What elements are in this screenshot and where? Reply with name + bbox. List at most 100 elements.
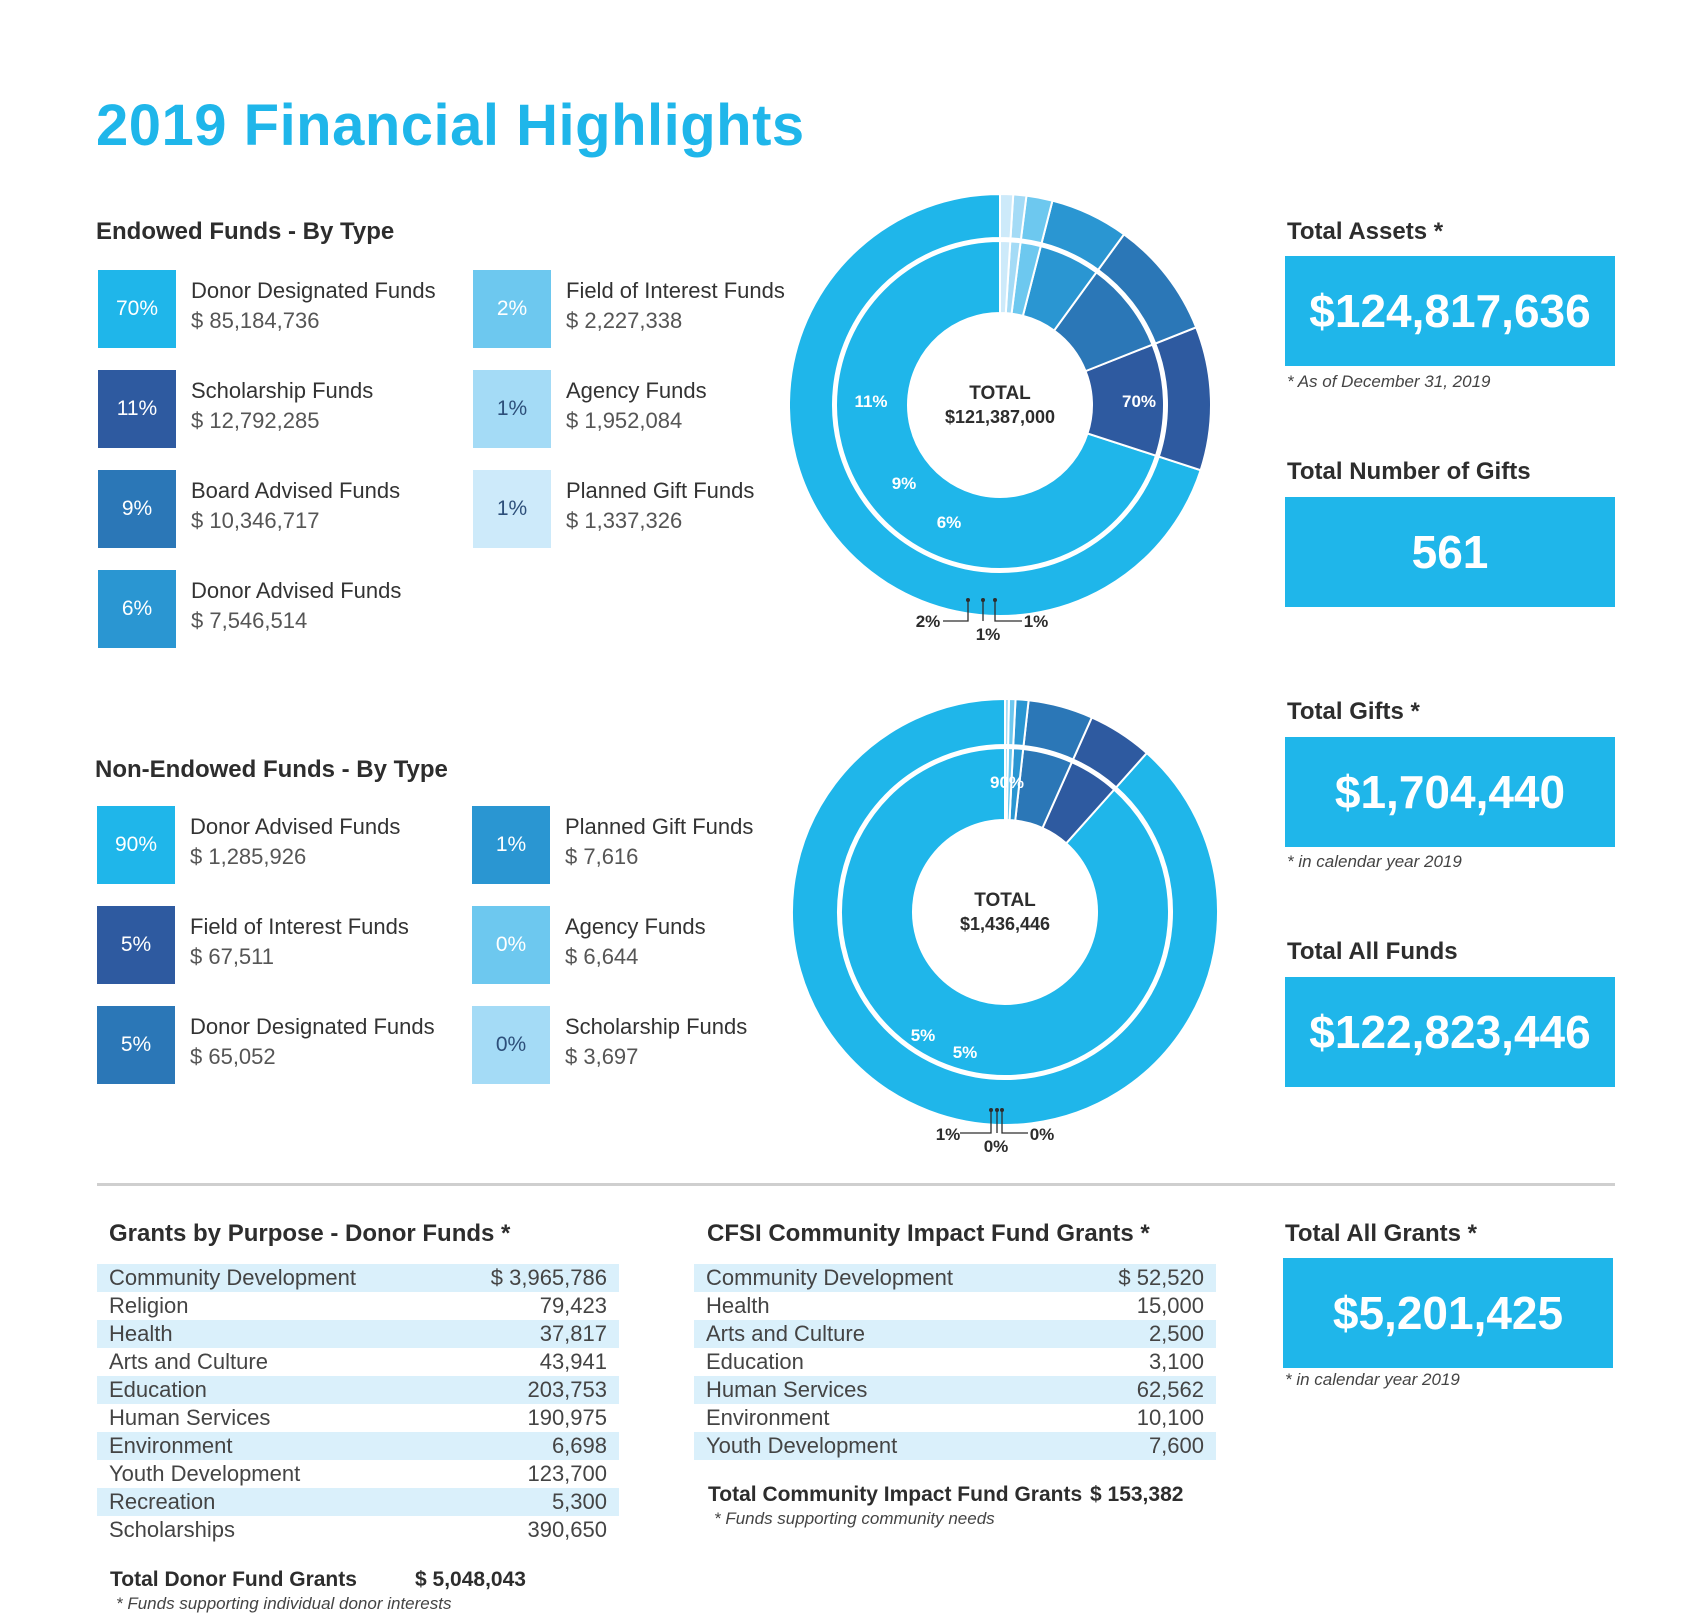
donut-slice-label: 70% — [1122, 392, 1156, 411]
grant-purpose: Environment — [706, 1405, 830, 1430]
endowed-legend-item: 1% Planned Gift Funds $ 1,337,326 — [473, 470, 853, 548]
donut-outer-segment — [791, 700, 1219, 1126]
grant-amount: 15,000 — [1136, 1293, 1204, 1318]
endowed-funds-donut-chart: TOTAL $121,387,000 70% 11% 9% 6% 2% 1% 1% — [790, 195, 1212, 644]
legend-fund-name: Donor Designated Funds — [191, 278, 436, 303]
legend-swatch: 9% — [98, 470, 176, 548]
donut-callout-dot — [1000, 1108, 1004, 1112]
donut-inner-segment — [840, 746, 1170, 1077]
table-row: Health 15,000 — [694, 1292, 1216, 1320]
donut-slice-label: 90% — [990, 773, 1024, 792]
grant-amount: $ 3,965,786 — [440, 1264, 619, 1292]
table-row: Arts and Culture 2,500 — [694, 1320, 1216, 1348]
donut-outer-segment — [999, 195, 1015, 240]
grant-purpose: Education — [97, 1376, 441, 1404]
legend-fund-name: Donor Designated Funds — [190, 1014, 435, 1039]
table-row: Recreation 5,300 — [97, 1488, 619, 1516]
table-row: Arts and Culture 43,941 — [97, 1348, 619, 1376]
donut-outer-segment — [790, 195, 1202, 617]
section-divider — [97, 1183, 1615, 1186]
table-row: Community Development $ 3,965,786 — [97, 1264, 619, 1292]
donut-outer-segment — [1004, 700, 1010, 747]
grant-purpose: Arts and Culture — [109, 1349, 268, 1374]
non-endowed-heading: Non-Endowed Funds - By Type — [95, 756, 448, 783]
legend-fund-amount: $ 1,285,926 — [190, 844, 307, 869]
legend-fund-name: Donor Advised Funds — [191, 578, 402, 603]
endowed-legend-item: 70% Donor Designated Funds $ 85,184,736 — [98, 270, 478, 348]
donut-callout-line — [943, 600, 969, 622]
endowed-heading: Endowed Funds - By Type — [96, 218, 395, 245]
donut-slice-label: 0% — [1030, 1125, 1055, 1144]
table-row: Youth Development 7,600 — [694, 1432, 1216, 1460]
donut-center-value: $121,387,000 — [945, 407, 1055, 427]
donut-outer-segment — [1019, 195, 1054, 245]
grant-amount: 203,753 — [440, 1376, 619, 1404]
donor-footnote: * Funds supporting individual donor inte… — [116, 1594, 452, 1613]
legend-swatch: 0% — [472, 906, 550, 984]
legend-fund-name: Planned Gift Funds — [565, 814, 754, 839]
legend-fund-name: Field of Interest Funds — [566, 278, 785, 303]
table-row: Community Development $ 52,520 — [694, 1264, 1216, 1292]
non-endowed-legend-item: 0% Agency Funds $ 6,644 — [472, 906, 852, 984]
donor-total-value: $ 5,048,043 — [415, 1568, 526, 1591]
grant-amount: 2,500 — [1065, 1320, 1216, 1348]
total-assets-value: $124,817,636 — [1285, 256, 1615, 366]
non-endowed-legend-item: 5% Donor Designated Funds $ 65,052 — [97, 1006, 477, 1084]
donut-inner-segment — [835, 239, 1158, 570]
legend-fund-name: Scholarship Funds — [565, 1014, 748, 1039]
grant-purpose: Human Services — [109, 1405, 271, 1430]
legend-swatch: 70% — [98, 270, 176, 348]
non-endowed-legend-item: 90% Donor Advised Funds $ 1,285,926 — [97, 806, 477, 884]
total-all-grants-value: $5,201,425 — [1283, 1258, 1613, 1368]
donut-slice-label: 1% — [1024, 612, 1049, 631]
grant-amount: 10,100 — [1136, 1405, 1204, 1430]
grant-amount: 5,300 — [440, 1488, 619, 1516]
grant-purpose: Religion — [109, 1293, 189, 1318]
table-row: Environment 6,698 — [97, 1432, 619, 1460]
endowed-legend-item: 1% Agency Funds $ 1,952,084 — [473, 370, 853, 448]
donut-inner-segment — [1021, 244, 1098, 332]
non-endowed-legend-item: 0% Scholarship Funds $ 3,697 — [472, 1006, 852, 1084]
legend-fund-amount: $ 67,511 — [190, 944, 275, 969]
grant-purpose: Community Development — [97, 1264, 441, 1292]
donut-outer-segment — [1022, 700, 1094, 761]
grant-purpose: Human Services — [694, 1376, 1066, 1404]
donut-inner-segment — [999, 239, 1012, 315]
legend-fund-amount: $ 6,644 — [565, 944, 639, 969]
grant-amount: $ 52,520 — [1065, 1264, 1216, 1292]
grant-amount: 3,100 — [1148, 1349, 1204, 1374]
donut-callout-dot — [966, 598, 970, 602]
legend-fund-name: Agency Funds — [565, 914, 706, 939]
legend-fund-name: Planned Gift Funds — [566, 478, 755, 503]
donut-inner-segment — [1014, 747, 1074, 830]
legend-fund-name: Agency Funds — [566, 378, 707, 403]
grant-purpose: Recreation — [97, 1488, 441, 1516]
legend-fund-amount: $ 10,346,717 — [191, 508, 320, 533]
grant-amount: 390,650 — [527, 1517, 607, 1542]
table-row: Religion 79,423 — [97, 1292, 619, 1320]
legend-swatch: 1% — [473, 470, 551, 548]
donut-inner-segment — [1004, 746, 1010, 822]
grant-amount: 6,698 — [440, 1432, 619, 1460]
donut-callout-dot — [989, 1108, 993, 1112]
donut-center-label: TOTAL — [969, 383, 1031, 404]
donut-slice-label: 1% — [976, 625, 1001, 644]
table-row: Education 3,100 — [694, 1348, 1216, 1376]
donut-callout-dot — [993, 598, 997, 602]
donut-slice-label: 2% — [916, 612, 941, 631]
endowed-legend-item: 2% Field of Interest Funds $ 2,227,338 — [473, 270, 853, 348]
legend-fund-name: Board Advised Funds — [191, 478, 401, 503]
total-all-funds-label: Total All Funds — [1287, 938, 1458, 965]
donut-slice-label: 5% — [953, 1043, 978, 1062]
donut-slice-label: 6% — [937, 513, 962, 532]
table-row: Health 37,817 — [97, 1320, 619, 1348]
donut-inner-segment — [1084, 343, 1165, 457]
grant-purpose: Youth Development — [694, 1432, 1066, 1460]
grants-donor-table: Community Development $ 3,965,786 Religion… — [97, 1264, 619, 1544]
table-row: Youth Development 123,700 — [97, 1460, 619, 1488]
legend-fund-amount: $ 2,227,338 — [566, 308, 683, 333]
total-gifts-note: * in calendar year 2019 — [1287, 852, 1462, 871]
non-endowed-legend-item: 5% Field of Interest Funds $ 67,511 — [97, 906, 477, 984]
grant-purpose: Health — [706, 1293, 770, 1318]
donut-outer-segment — [1096, 232, 1198, 345]
